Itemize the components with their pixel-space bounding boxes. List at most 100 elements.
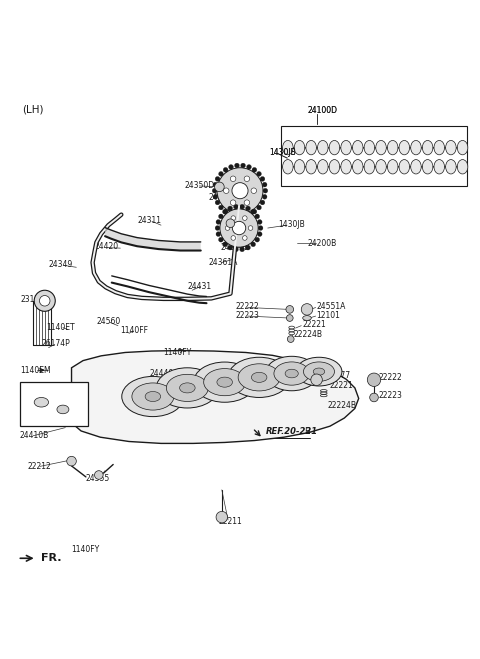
Circle shape bbox=[286, 306, 294, 313]
Text: 22221: 22221 bbox=[330, 382, 354, 391]
Text: 1430JB: 1430JB bbox=[270, 148, 297, 157]
Ellipse shape bbox=[294, 140, 305, 155]
Circle shape bbox=[240, 247, 244, 252]
Ellipse shape bbox=[34, 397, 48, 407]
Circle shape bbox=[257, 219, 262, 224]
Ellipse shape bbox=[445, 159, 456, 174]
Circle shape bbox=[251, 188, 256, 194]
Polygon shape bbox=[105, 227, 201, 250]
Ellipse shape bbox=[57, 405, 69, 414]
Ellipse shape bbox=[167, 374, 208, 401]
Text: 21377: 21377 bbox=[326, 371, 350, 380]
Bar bbox=[281, 126, 468, 186]
Text: FR.: FR. bbox=[41, 554, 62, 563]
Circle shape bbox=[223, 242, 228, 246]
Text: 22222: 22222 bbox=[235, 302, 259, 311]
Circle shape bbox=[235, 214, 240, 218]
Circle shape bbox=[39, 295, 50, 306]
Ellipse shape bbox=[434, 159, 444, 174]
Circle shape bbox=[213, 194, 218, 199]
Text: 22221: 22221 bbox=[302, 320, 326, 330]
Circle shape bbox=[67, 456, 76, 466]
Text: 24361A: 24361A bbox=[209, 193, 238, 202]
Circle shape bbox=[232, 183, 248, 199]
Text: 24410B: 24410B bbox=[20, 431, 49, 440]
Circle shape bbox=[370, 393, 378, 402]
Circle shape bbox=[240, 204, 244, 209]
Ellipse shape bbox=[132, 383, 174, 410]
Circle shape bbox=[258, 225, 263, 231]
Ellipse shape bbox=[318, 140, 328, 155]
Circle shape bbox=[215, 182, 224, 192]
Ellipse shape bbox=[364, 159, 375, 174]
Circle shape bbox=[246, 245, 251, 250]
Circle shape bbox=[248, 226, 253, 231]
Circle shape bbox=[228, 212, 233, 217]
Circle shape bbox=[257, 171, 262, 176]
Circle shape bbox=[235, 163, 240, 168]
Circle shape bbox=[247, 212, 252, 217]
Ellipse shape bbox=[329, 140, 340, 155]
Circle shape bbox=[230, 176, 236, 181]
Text: 24440A: 24440A bbox=[149, 369, 179, 378]
Circle shape bbox=[260, 200, 265, 205]
Circle shape bbox=[255, 214, 260, 219]
Circle shape bbox=[242, 215, 247, 220]
Ellipse shape bbox=[352, 140, 363, 155]
Circle shape bbox=[226, 219, 235, 227]
Circle shape bbox=[257, 205, 262, 210]
Circle shape bbox=[257, 232, 262, 237]
Text: 22211: 22211 bbox=[218, 517, 242, 527]
Circle shape bbox=[215, 225, 220, 231]
Ellipse shape bbox=[318, 159, 328, 174]
Text: 1140EM: 1140EM bbox=[20, 366, 50, 375]
Circle shape bbox=[252, 167, 257, 172]
Circle shape bbox=[223, 209, 228, 214]
Ellipse shape bbox=[457, 140, 468, 155]
Ellipse shape bbox=[434, 140, 444, 155]
Circle shape bbox=[262, 183, 267, 187]
Circle shape bbox=[246, 206, 251, 211]
Ellipse shape bbox=[352, 159, 363, 174]
Circle shape bbox=[231, 236, 236, 241]
Ellipse shape bbox=[265, 357, 318, 391]
Circle shape bbox=[213, 183, 218, 187]
Circle shape bbox=[228, 206, 232, 211]
Ellipse shape bbox=[399, 159, 409, 174]
Ellipse shape bbox=[306, 140, 316, 155]
Circle shape bbox=[288, 335, 294, 343]
Circle shape bbox=[244, 200, 250, 206]
Circle shape bbox=[231, 215, 236, 220]
Circle shape bbox=[240, 163, 245, 168]
Circle shape bbox=[223, 167, 228, 172]
Text: 24412E: 24412E bbox=[24, 414, 50, 420]
Circle shape bbox=[216, 511, 228, 523]
Text: 1140FF: 1140FF bbox=[120, 326, 148, 335]
Text: 22222: 22222 bbox=[379, 373, 403, 382]
Bar bbox=[20, 382, 88, 426]
Circle shape bbox=[217, 168, 263, 214]
Ellipse shape bbox=[411, 140, 421, 155]
Ellipse shape bbox=[329, 159, 340, 174]
Ellipse shape bbox=[294, 159, 305, 174]
Ellipse shape bbox=[204, 368, 246, 395]
Text: 24361A: 24361A bbox=[209, 258, 238, 267]
Circle shape bbox=[225, 226, 230, 231]
Circle shape bbox=[218, 205, 223, 210]
Ellipse shape bbox=[283, 159, 293, 174]
Text: 26174P: 26174P bbox=[41, 339, 70, 349]
Circle shape bbox=[95, 471, 103, 479]
Text: (LH): (LH) bbox=[22, 104, 44, 115]
Ellipse shape bbox=[422, 140, 433, 155]
Circle shape bbox=[216, 219, 221, 224]
Ellipse shape bbox=[122, 376, 184, 416]
Circle shape bbox=[224, 188, 229, 194]
Text: 23120: 23120 bbox=[21, 295, 45, 304]
Text: 22223: 22223 bbox=[379, 391, 403, 400]
Circle shape bbox=[230, 200, 236, 206]
Text: 22223: 22223 bbox=[235, 310, 259, 320]
Text: 24200B: 24200B bbox=[307, 239, 336, 248]
Circle shape bbox=[247, 165, 252, 169]
Text: 1140FY: 1140FY bbox=[163, 348, 192, 357]
Circle shape bbox=[251, 242, 255, 246]
